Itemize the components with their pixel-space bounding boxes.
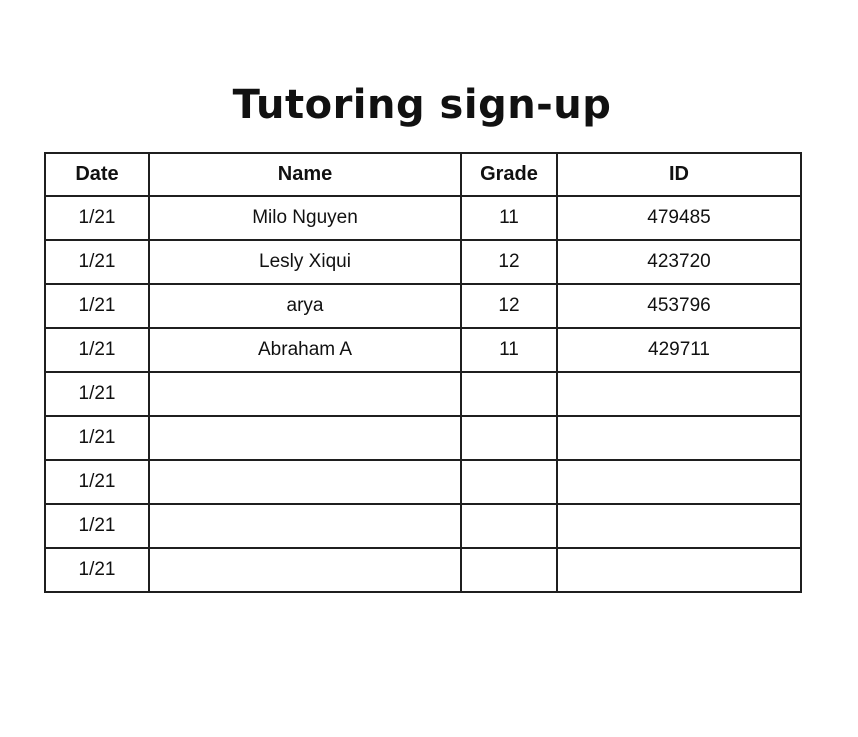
table-body: 1/21 Milo Nguyen 11 479485 1/21 Lesly Xiqui 12… [44,195,802,593]
cell-id [556,547,802,593]
cell-grade: 12 [460,283,558,329]
cell-name [148,503,462,549]
cell-name [148,371,462,417]
column-header-id: ID [556,152,802,197]
cell-name [148,459,462,505]
cell-name: arya [148,283,462,329]
cell-id: 429711 [556,327,802,373]
cell-id [556,415,802,461]
page-title: Tutoring sign-up [232,82,612,128]
cell-grade: 12 [460,239,558,285]
table-row: 1/21 Lesly Xiqui 12 423720 [44,239,802,285]
cell-grade [460,503,558,549]
cell-grade [460,547,558,593]
content-area: Tutoring sign-up Date Name Grade ID 1/21… [44,0,802,593]
cell-id: 479485 [556,195,802,241]
cell-date: 1/21 [44,547,150,593]
column-header-date: Date [44,152,150,197]
table-row: 1/21 Abraham A 11 429711 [44,327,802,373]
cell-grade [460,415,558,461]
cell-name [148,547,462,593]
cell-id [556,459,802,505]
cell-date: 1/21 [44,503,150,549]
cell-grade: 11 [460,327,558,373]
column-header-grade: Grade [460,152,558,197]
cell-date: 1/21 [44,195,150,241]
table-row: 1/21 [44,459,802,505]
cell-id: 453796 [556,283,802,329]
table-row: 1/21 Milo Nguyen 11 479485 [44,195,802,241]
table-header: Date Name Grade ID [44,152,802,197]
cell-id [556,503,802,549]
cell-date: 1/21 [44,415,150,461]
table-row: 1/21 [44,415,802,461]
cell-grade [460,459,558,505]
table-row: 1/21 [44,371,802,417]
cell-grade: 11 [460,195,558,241]
cell-grade [460,371,558,417]
table-row: 1/21 [44,503,802,549]
cell-name: Abraham A [148,327,462,373]
cell-name: Lesly Xiqui [148,239,462,285]
column-header-name: Name [148,152,462,197]
cell-date: 1/21 [44,239,150,285]
cell-name [148,415,462,461]
table-header-row: Date Name Grade ID [44,152,802,197]
cell-date: 1/21 [44,459,150,505]
table-row: 1/21 arya 12 453796 [44,283,802,329]
cell-name: Milo Nguyen [148,195,462,241]
tutoring-signup-table: Date Name Grade ID 1/21 Milo Nguyen 11 4794… [44,152,802,593]
cell-date: 1/21 [44,283,150,329]
cell-id: 423720 [556,239,802,285]
cell-date: 1/21 [44,371,150,417]
cell-date: 1/21 [44,327,150,373]
table-row: 1/21 [44,547,802,593]
cell-id [556,371,802,417]
